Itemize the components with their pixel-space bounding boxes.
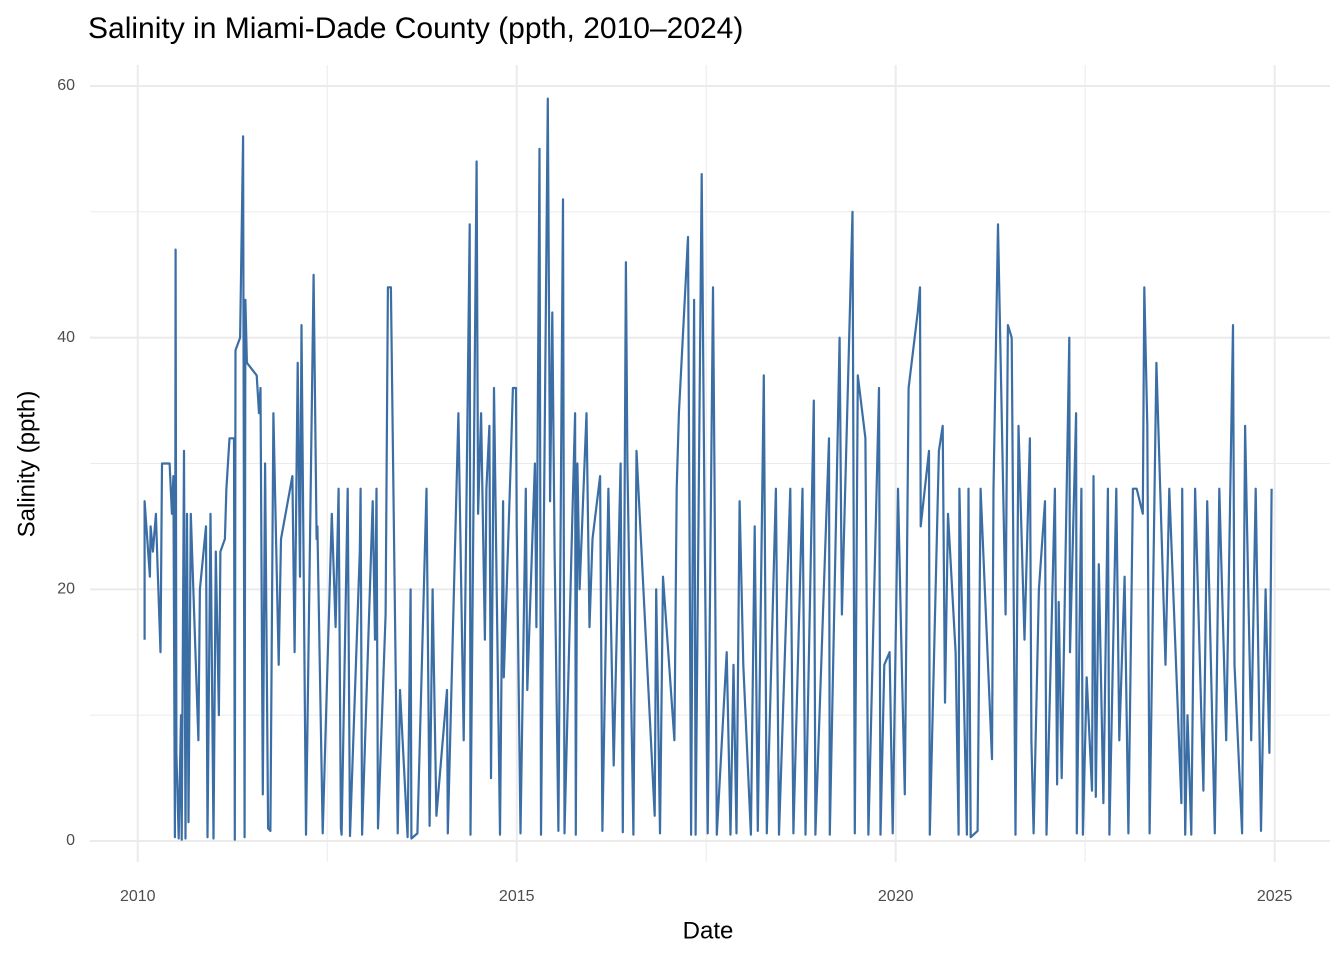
data-line: [143, 97, 1273, 841]
y-tick-label: 60: [57, 77, 75, 94]
x-tick-label: 2020: [878, 888, 914, 905]
chart-title: Salinity in Miami-Dade County (ppth, 201…: [88, 12, 743, 45]
y-tick-label: 40: [57, 329, 75, 346]
y-tick-label: 20: [57, 581, 75, 598]
y-axis-title: Salinity (ppth): [13, 391, 40, 538]
x-tick-label: 2010: [120, 888, 156, 905]
x-tick-label: 2025: [1257, 888, 1293, 905]
y-tick-label: 0: [66, 832, 75, 849]
x-axis-title: Date: [683, 917, 734, 944]
x-tick-label: 2015: [499, 888, 535, 905]
